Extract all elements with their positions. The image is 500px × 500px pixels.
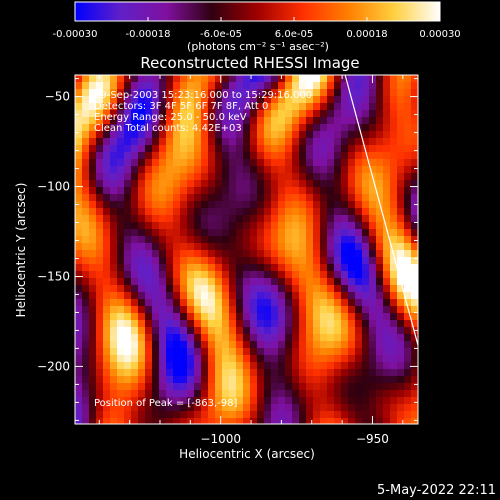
heatmap-image: [75, 75, 418, 424]
footer-timestamp: 5-May-2022 22:11: [377, 483, 496, 498]
colorbar-tick-label: 0.00018: [346, 29, 387, 40]
colorbar-ticks: -0.00030 -0.00018 -6.0e-05 6.0e-05 0.00018 0.…: [53, 17, 461, 40]
y-tick-label: −200: [37, 359, 70, 373]
y-axis-label: Heliocentric Y (arcsec): [14, 183, 28, 318]
solar-limb-line: [344, 75, 418, 348]
annotation-detectors: Detectors: 3F 4F 5F 6F 7F 8F, Att 0: [94, 101, 268, 112]
y-tick-label: −50: [45, 90, 70, 104]
colorbar-unit-label: (photons cm⁻² s⁻¹ asec⁻²): [187, 40, 329, 53]
x-tick-label: −1000: [200, 432, 241, 446]
x-axis-label: Heliocentric X (arcsec): [179, 447, 315, 461]
y-tick-label: −100: [37, 180, 70, 194]
annotation-time-range: 29-Sep-2003 15:23:16.000 to 15:29:16.000: [94, 90, 312, 101]
colorbar-tick-label: -0.00018: [126, 29, 171, 40]
plot-frame: [74, 74, 419, 425]
colorbar-tick-label: 0.00030: [419, 29, 460, 40]
annotation-block: 29-Sep-2003 15:23:16.000 to 15:29:16.000…: [94, 90, 312, 134]
colorbar-tick-label: -6.0e-05: [200, 29, 242, 40]
y-tick-label: −150: [37, 269, 70, 283]
chart-title: Reconstructed RHESSI Image: [140, 54, 359, 72]
axes: −1000−950−900−50−100−150−200: [37, 75, 418, 446]
colorbar: [74, 1, 441, 22]
x-tick-label: −950: [356, 432, 389, 446]
annotation-energy-range: Energy Range: 25.0 - 50.0 keV: [94, 112, 247, 123]
annotation-clean-counts: Clean Total counts: 4.42E+03: [94, 123, 242, 134]
colorbar-tick-label: -0.00030: [53, 29, 98, 40]
peak-position-label: Position of Peak = [-863,-98]: [94, 398, 238, 409]
colorbar-tick-label: 6.0e-05: [275, 29, 313, 40]
